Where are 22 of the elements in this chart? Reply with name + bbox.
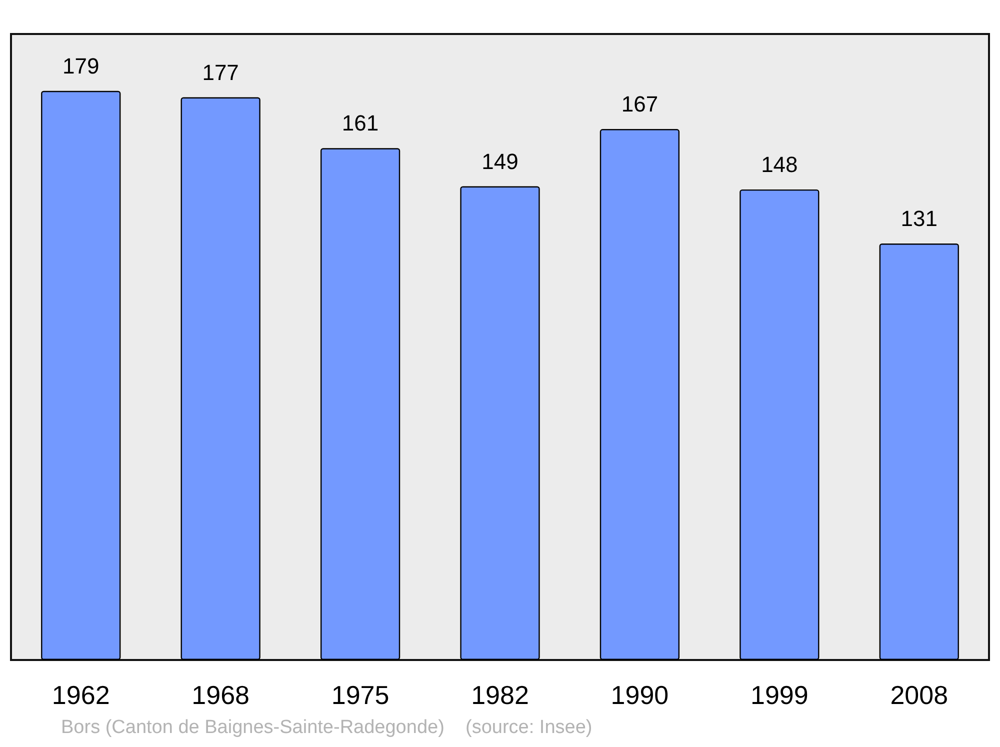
data-label: 167 [621, 92, 658, 117]
x-tick-label: 2008 [890, 680, 948, 710]
x-tick-label: 1990 [610, 680, 669, 710]
bar [460, 186, 540, 660]
bar [320, 148, 400, 660]
data-label: 131 [900, 206, 938, 232]
data-label: 177 [202, 60, 239, 85]
data-label: 148 [761, 152, 798, 177]
bar [740, 189, 820, 660]
bar [180, 97, 260, 660]
x-tick-label: 1975 [331, 680, 390, 710]
bar [879, 244, 959, 660]
data-label: 149 [482, 148, 518, 174]
text: Bors (Canton de Baignes-Sainte-Radegonde) (source: Insee) [61, 717, 592, 738]
x-tick-label: 1999 [750, 680, 808, 710]
data-label: 179 [62, 53, 100, 78]
x-tick-label: 1968 [192, 680, 250, 710]
x-tick-label: 1982 [471, 680, 529, 710]
bar [600, 129, 680, 660]
bar [41, 90, 121, 660]
x-tick-label: 1962 [52, 680, 110, 710]
data-label: 161 [342, 110, 379, 136]
